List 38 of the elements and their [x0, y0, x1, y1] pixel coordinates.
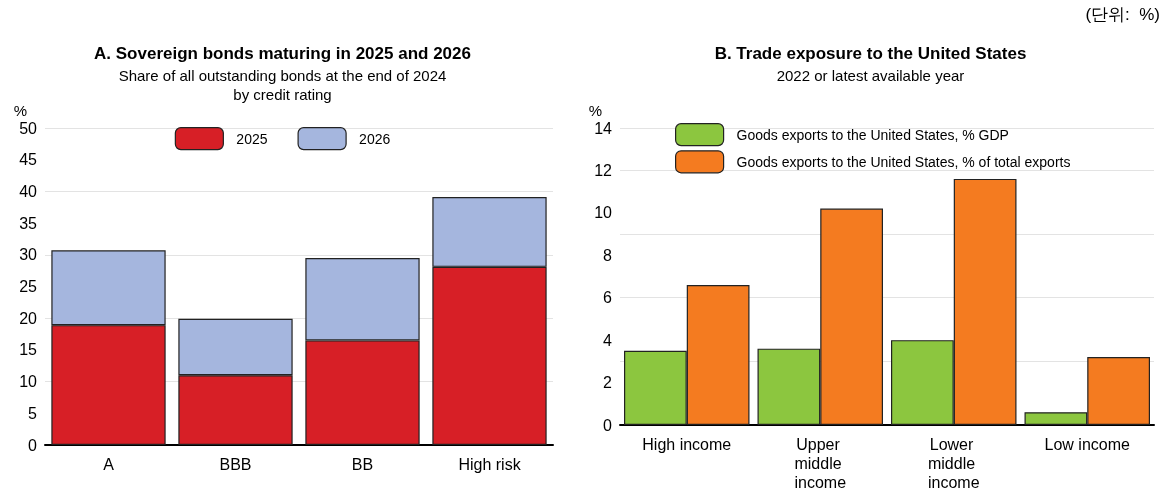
y-tick-label: 10	[594, 204, 613, 222]
y-tick-label: 10	[19, 373, 38, 391]
y-axis-title: %	[13, 102, 27, 119]
y-tick-label: 20	[19, 309, 38, 327]
x-tick-label: Lower middle income	[927, 436, 980, 491]
y-tick-label: 25	[19, 278, 38, 295]
y-tick-label: 12	[594, 161, 613, 179]
y-tick-label: 40	[19, 182, 38, 200]
y-tick-label: 8	[603, 246, 613, 264]
y-tick-label: 30	[19, 246, 38, 264]
y-tick-label: 14	[594, 119, 613, 137]
y-tick-label: 6	[603, 289, 613, 307]
chart-subtitle: 2022 or latest available year	[776, 67, 965, 84]
x-tick-label: A	[103, 456, 115, 473]
legend-label: Goods exports to the United States, % GDP	[736, 126, 1009, 143]
x-tick-label: BB	[351, 456, 374, 473]
chart-title: B. Trade exposure to the United States	[714, 44, 1027, 63]
chart-subtitle: Share of all outstanding bonds at the end of 2024 by credit rating	[118, 67, 447, 103]
x-tick-label: BBB	[219, 456, 252, 473]
y-tick-label: 4	[603, 331, 613, 349]
y-tick-label: 0	[28, 436, 38, 454]
x-tick-label: Upper middle income	[794, 436, 847, 491]
legend-label: 2025	[236, 130, 268, 147]
y-tick-label: 5	[28, 404, 38, 422]
legend-label: Goods exports to the United States, % of total exports	[736, 153, 1071, 170]
legend-label: 2026	[359, 130, 391, 147]
x-tick-label: High income	[642, 436, 732, 453]
x-tick-label: High risk	[458, 456, 522, 473]
y-axis-title: %	[588, 102, 602, 119]
y-tick-label: 50	[19, 119, 38, 137]
y-tick-label: 0	[603, 416, 613, 434]
y-tick-label: 35	[19, 214, 38, 232]
y-tick-label: 45	[19, 151, 38, 169]
x-tick-label: Low income	[1044, 436, 1131, 453]
text: (단위: %)	[1085, 5, 1160, 24]
y-tick-label: 2	[603, 374, 613, 392]
y-tick-label: 15	[19, 341, 38, 359]
chart-title: A. Sovereign bonds maturing in 2025 and 2026	[94, 44, 471, 63]
